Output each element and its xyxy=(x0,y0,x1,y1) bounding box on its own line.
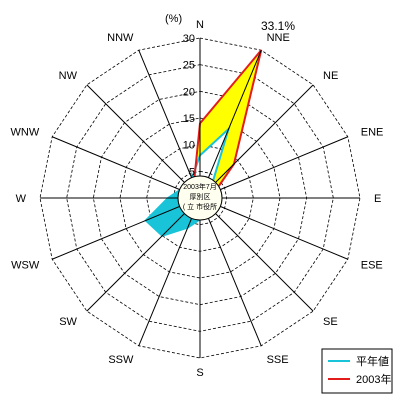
direction-label-e: E xyxy=(374,193,381,205)
spoke-ssw xyxy=(138,197,201,347)
tick-label: 25 xyxy=(183,60,195,72)
spoke-ese xyxy=(199,197,349,260)
grid-ring xyxy=(119,117,281,279)
spoke-nne xyxy=(199,49,262,199)
center-circle xyxy=(177,175,223,221)
spoke-nnw xyxy=(138,49,201,199)
tick-label: 20 xyxy=(183,86,195,98)
unit-label: (%) xyxy=(165,13,182,25)
direction-label-ese: ESE xyxy=(361,260,383,272)
spoke-se xyxy=(199,197,314,312)
tick-label: 15 xyxy=(183,113,195,125)
legend-label-0: 平年値 xyxy=(356,354,389,368)
direction-label-s: S xyxy=(196,367,203,379)
legend-label-1: 2003年 xyxy=(356,372,391,386)
direction-label-nne: NNE xyxy=(267,32,290,44)
direction-label-se: SE xyxy=(323,316,338,328)
spoke-sw xyxy=(86,197,201,312)
tick-label: 10 xyxy=(183,140,195,152)
grid-ring xyxy=(172,170,228,226)
legend-box xyxy=(321,348,393,394)
direction-label-sw: SW xyxy=(59,316,77,328)
grid-ring xyxy=(39,37,361,359)
center-text-line: 2003年7月 xyxy=(183,182,216,191)
spoke-wsw xyxy=(51,197,201,260)
direction-label-wnw: WNW xyxy=(11,126,40,138)
direction-label-ne: NE xyxy=(323,70,338,82)
direction-label-wsw: WSW xyxy=(11,260,40,272)
labels-group: 5 10 15 20 25 30N NNE NE ENE E ESE SE SSE S SSW SW WSW W W… xyxy=(11,19,384,379)
direction-label-ssw: SSW xyxy=(108,354,134,366)
spoke-ene xyxy=(199,136,349,199)
center-text-line: ( 立 市役所 xyxy=(183,202,217,211)
spoke-wnw xyxy=(51,136,201,199)
direction-label-nnw: NNW xyxy=(107,32,134,44)
direction-label-nw: NW xyxy=(59,70,78,82)
direction-label-n: N xyxy=(196,19,204,31)
axis-group xyxy=(40,38,360,358)
tick-label: 5 xyxy=(189,166,195,178)
direction-label-ene: ENE xyxy=(361,126,384,138)
direction-label-w: W xyxy=(16,193,27,205)
legend: 平年値 2003年 xyxy=(321,348,393,394)
peak-label: 33.1% xyxy=(261,19,295,33)
spoke-sse xyxy=(199,197,262,347)
spoke-ne xyxy=(199,84,314,199)
tick-label: 30 xyxy=(183,33,195,45)
spoke-nw xyxy=(86,84,201,199)
center-text-line: 厚別区 xyxy=(190,192,211,201)
direction-label-sse: SSE xyxy=(267,354,289,366)
